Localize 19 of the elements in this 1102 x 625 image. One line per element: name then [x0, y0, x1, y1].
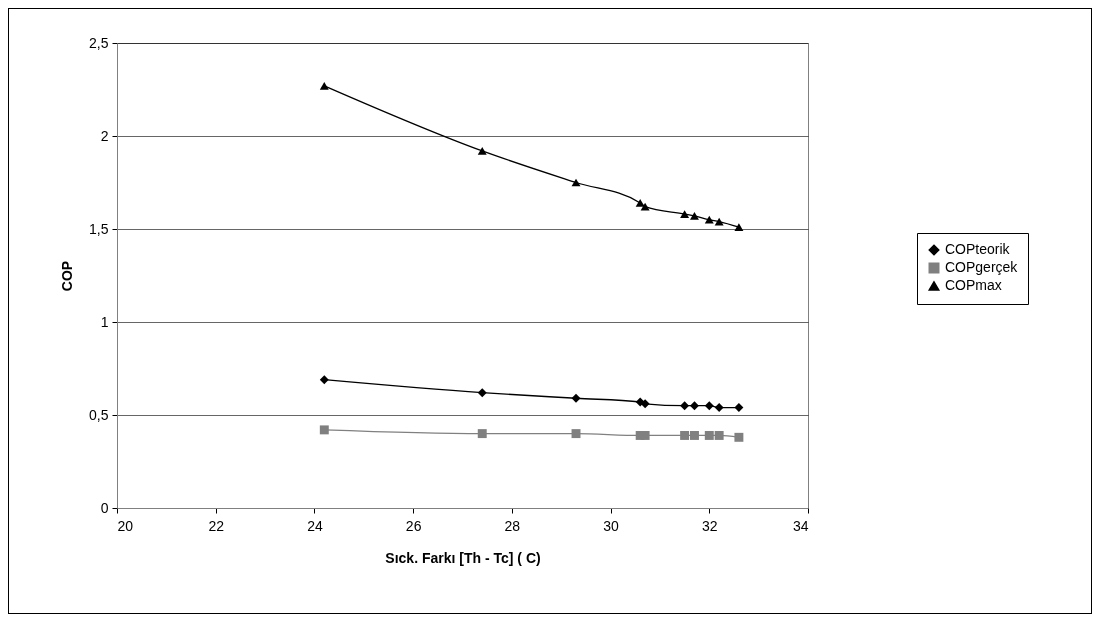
x-axis-title: Sıck. Farkı [Th - Tc] ( C)	[385, 549, 541, 566]
y-tick-label: 0	[100, 499, 109, 516]
x-tick-label: 28	[504, 517, 521, 534]
y-tick-label: 0,5	[89, 406, 109, 423]
y-tick-label: 1,5	[89, 220, 109, 237]
x-tick-label: 32	[702, 517, 718, 534]
x-tick-label: 22	[208, 517, 225, 534]
x-tick-label: 30	[603, 517, 620, 534]
x-tick-label: 34	[792, 517, 809, 534]
y-tick-label: 1	[100, 313, 109, 330]
y-axis-title: COP	[59, 260, 76, 292]
x-tick-label: 24	[307, 517, 323, 534]
x-tick-label: 20	[117, 517, 134, 534]
y-tick-label: 2,5	[89, 34, 109, 51]
legend-label: COPmax	[945, 277, 1002, 293]
x-tick-label: 26	[405, 517, 422, 534]
legend-label: COPgerçek	[945, 259, 1019, 275]
y-tick-label: 2	[100, 127, 109, 144]
legend-label: COPteorik	[945, 241, 1011, 257]
